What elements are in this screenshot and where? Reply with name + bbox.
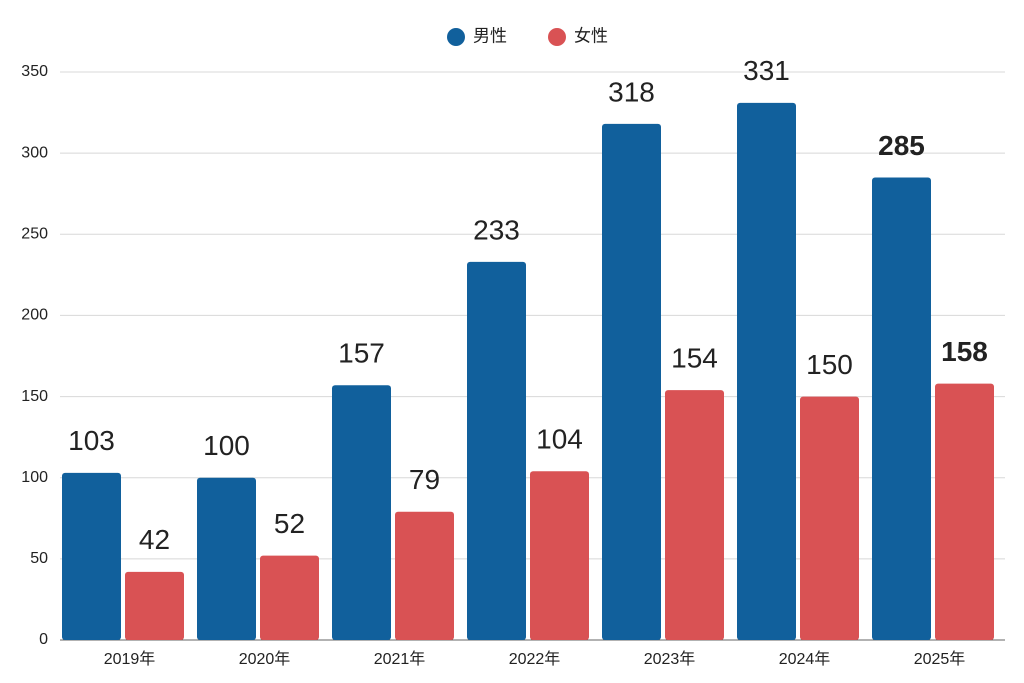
y-tick-label: 50 xyxy=(30,550,48,567)
value-label: 233 xyxy=(473,214,520,245)
value-label: 103 xyxy=(68,425,115,456)
bar xyxy=(602,123,661,641)
legend-label: 男性 xyxy=(473,26,507,45)
legend-label: 女性 xyxy=(574,26,608,45)
bar xyxy=(800,396,859,640)
value-label: 154 xyxy=(671,342,718,373)
bar xyxy=(530,471,589,640)
value-label: 104 xyxy=(536,424,583,455)
y-tick-label: 100 xyxy=(21,469,48,486)
bar xyxy=(935,383,994,640)
value-label: 318 xyxy=(608,76,655,107)
value-label: 158 xyxy=(941,336,988,367)
value-label: 285 xyxy=(878,130,925,161)
x-tick-label: 2020年 xyxy=(239,650,291,668)
x-tick-label: 2025年 xyxy=(914,650,966,668)
y-tick-label: 350 xyxy=(21,63,48,80)
bar xyxy=(197,477,256,640)
bar xyxy=(467,261,526,640)
y-tick-label: 150 xyxy=(21,388,48,405)
bar xyxy=(395,511,454,640)
bar xyxy=(125,571,184,640)
x-tick-label: 2021年 xyxy=(374,650,426,668)
y-tick-label: 0 xyxy=(39,631,48,648)
value-label: 42 xyxy=(139,524,170,555)
legend-swatch xyxy=(548,28,566,46)
legend-swatch xyxy=(447,28,465,46)
value-label: 100 xyxy=(203,430,250,461)
bar xyxy=(665,390,724,640)
bar xyxy=(62,472,121,640)
x-tick-label: 2022年 xyxy=(509,650,561,668)
value-label: 52 xyxy=(274,508,305,539)
x-tick-label: 2024年 xyxy=(779,650,831,668)
y-tick-label: 200 xyxy=(21,307,48,324)
y-tick-label: 250 xyxy=(21,226,48,243)
bar xyxy=(737,102,796,640)
bar xyxy=(872,177,931,640)
value-label: 331 xyxy=(743,55,790,86)
value-label: 150 xyxy=(806,349,853,380)
x-tick-label: 2023年 xyxy=(644,650,696,668)
y-tick-label: 300 xyxy=(21,144,48,161)
value-label: 79 xyxy=(409,464,440,495)
x-tick-label: 2019年 xyxy=(104,650,156,668)
value-label: 157 xyxy=(338,338,385,369)
bar xyxy=(260,555,319,640)
bar xyxy=(332,385,391,640)
